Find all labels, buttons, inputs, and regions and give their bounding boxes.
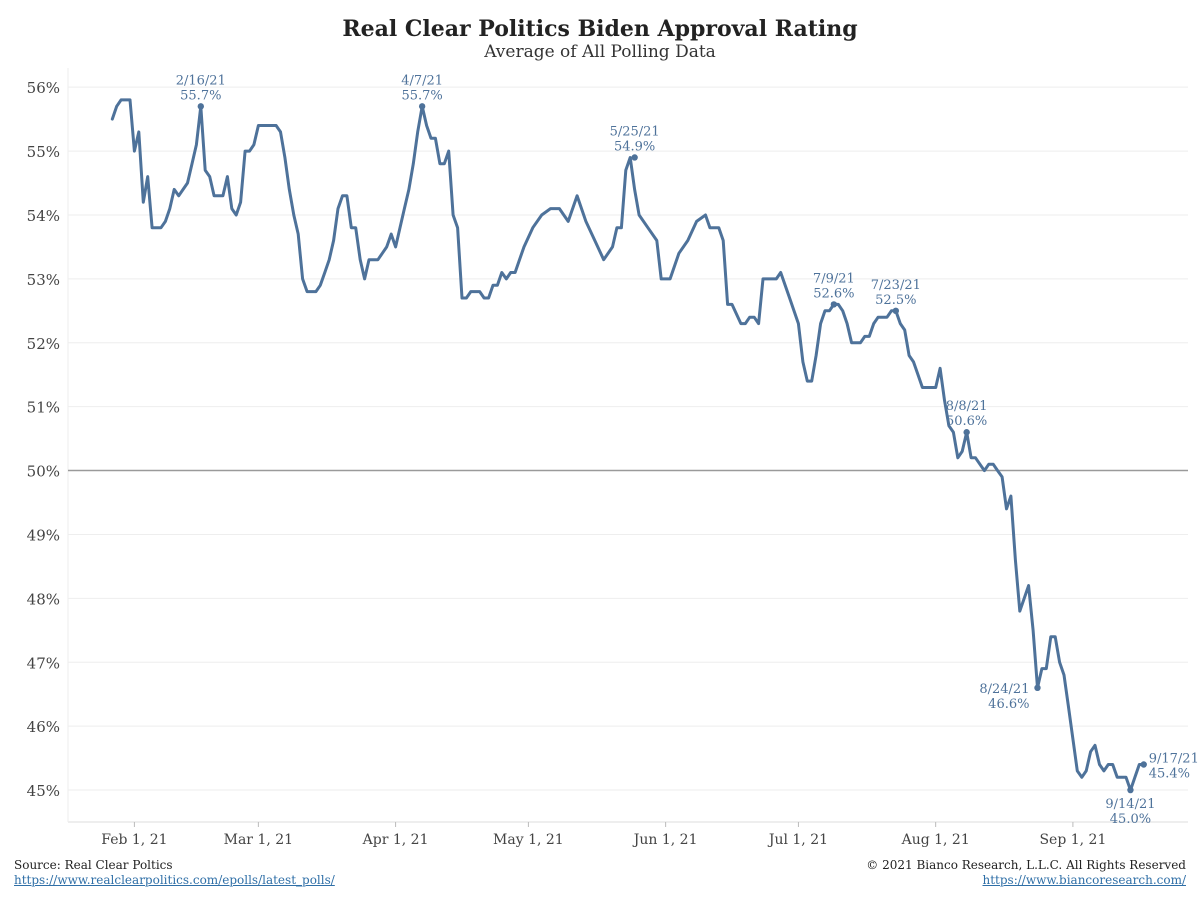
annotation-date-label: 9/14/21 <box>1105 797 1155 812</box>
source-label: Source: Real Clear Poltics <box>14 858 173 872</box>
annotation-marker <box>1140 761 1147 768</box>
x-tick-label: Apr 1, 21 <box>362 832 429 848</box>
y-tick-label: 49% <box>27 526 60 544</box>
x-tick-label: Feb 1, 21 <box>101 832 167 848</box>
y-tick-label: 54% <box>27 207 60 225</box>
annotation-date-label: 8/24/21 <box>979 682 1029 697</box>
source-footer: Source: Real Clear Poltics https://www.r… <box>14 858 335 888</box>
annotation-value-label: 52.5% <box>875 293 916 308</box>
y-tick-label: 51% <box>27 399 60 417</box>
annotation-marker <box>197 103 205 110</box>
website-link[interactable]: https://www.biancoresearch.com/ <box>982 873 1186 887</box>
copyright-footer: © 2021 Bianco Research, L.L.C. All Right… <box>866 858 1186 888</box>
annotation-marker <box>963 429 970 436</box>
y-tick-label: 52% <box>27 335 60 353</box>
annotation-marker <box>631 154 638 161</box>
annotation-date-label: 2/16/21 <box>176 73 226 88</box>
x-tick-label: Aug 1, 21 <box>901 832 970 848</box>
y-tick-label: 46% <box>27 718 60 736</box>
x-tick-label: Sep 1, 21 <box>1039 832 1106 848</box>
y-tick-label: 53% <box>27 271 60 289</box>
annotation-value-label: 55.7% <box>180 88 221 103</box>
x-tick-label: Mar 1, 21 <box>224 832 293 848</box>
y-tick-label: 48% <box>27 590 60 608</box>
annotation-value-label: 45.4% <box>1149 766 1190 781</box>
annotation-date-label: 7/23/21 <box>871 278 921 293</box>
annotation-value-label: 50.6% <box>946 414 987 429</box>
y-tick-label: 56% <box>27 79 60 97</box>
annotation-marker <box>830 301 838 308</box>
y-tick-label: 47% <box>27 654 60 672</box>
annotation-marker <box>892 307 900 315</box>
annotation-marker <box>1127 786 1134 794</box>
source-link[interactable]: https://www.realclearpolitics.com/epolls… <box>14 873 335 887</box>
x-tick-label: Jun 1, 21 <box>632 832 698 848</box>
x-tick-label: May 1, 21 <box>493 832 564 848</box>
annotation-value-label: 52.6% <box>813 286 854 301</box>
annotation-marker <box>418 103 426 110</box>
annotation-value-label: 54.9% <box>614 139 655 154</box>
chart-title: Real Clear Politics Biden Approval Ratin… <box>342 16 858 42</box>
annotation-value-label: 55.7% <box>401 88 442 103</box>
y-tick-label: 50% <box>27 463 60 481</box>
annotation-date-label: 8/8/21 <box>946 399 988 414</box>
y-tick-label: 45% <box>27 782 60 800</box>
chart-subtitle: Average of All Polling Data <box>484 42 716 62</box>
approval-series-line <box>110 98 1146 792</box>
annotation-marker <box>1034 684 1041 692</box>
annotation-value-label: 46.6% <box>988 697 1029 712</box>
annotation-value-label: 45.0% <box>1110 812 1151 827</box>
annotation-date-label: 5/25/21 <box>610 124 660 139</box>
y-tick-label: 55% <box>27 143 60 161</box>
annotation-date-label: 9/17/21 <box>1149 751 1199 766</box>
annotation-date-label: 4/7/21 <box>401 73 443 88</box>
annotation-date-label: 7/9/21 <box>813 271 855 286</box>
copyright-label: © 2021 Bianco Research, L.L.C. All Right… <box>866 858 1186 872</box>
x-tick-label: Jul 1, 21 <box>767 832 828 848</box>
